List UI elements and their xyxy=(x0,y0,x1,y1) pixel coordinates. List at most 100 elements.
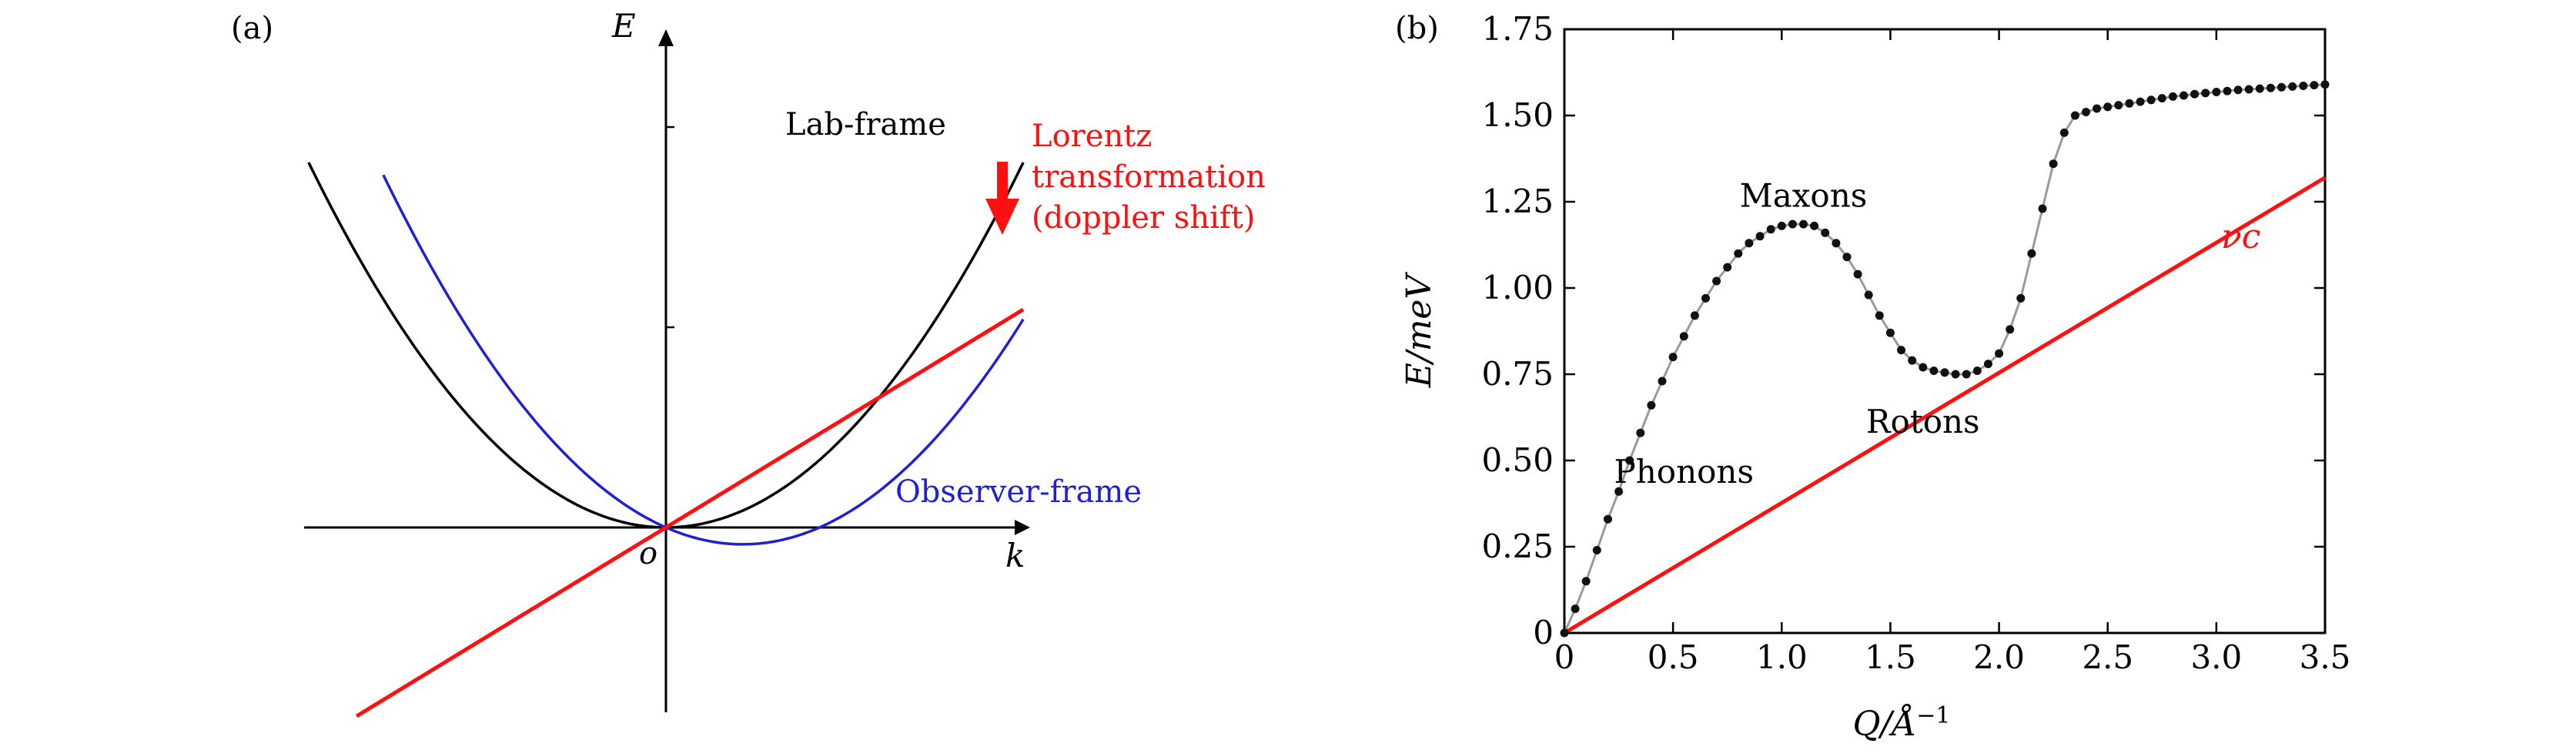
x-tick-label: 1.0 xyxy=(1756,638,1808,676)
data-point xyxy=(1658,377,1667,386)
panel-a-x-axis-arrow xyxy=(1015,520,1030,535)
data-point xyxy=(2310,81,2319,90)
data-point xyxy=(1864,290,1873,300)
data-point xyxy=(2233,85,2243,95)
data-point xyxy=(1799,219,1808,229)
data-point xyxy=(2070,111,2079,120)
data-point xyxy=(1755,232,1765,241)
data-point xyxy=(1940,368,1949,377)
data-point xyxy=(2201,89,2210,98)
data-point xyxy=(1723,263,1732,272)
series-label-lab-frame: Lab-frame xyxy=(785,107,946,142)
data-point xyxy=(2059,128,2069,137)
data-point xyxy=(1919,363,1928,372)
y-tick-label: 0.75 xyxy=(1481,355,1554,393)
data-point xyxy=(1592,546,1601,554)
data-point xyxy=(2266,83,2275,92)
data-point xyxy=(2212,88,2221,96)
data-point xyxy=(1625,456,1634,465)
x-tick-label: 0.5 xyxy=(1648,638,1699,676)
x-tick-label: 0 xyxy=(1554,638,1575,676)
y-tick-label: 1.75 xyxy=(1481,10,1554,48)
data-point xyxy=(2157,94,2166,103)
panel-a-y-axis-label: E xyxy=(611,7,636,45)
data-point xyxy=(1908,356,1917,365)
data-point xyxy=(1745,239,1754,248)
x-tick-label: 3.0 xyxy=(2190,638,2242,676)
data-point xyxy=(2146,95,2156,105)
data-point xyxy=(1560,628,1569,638)
data-point xyxy=(2136,97,2145,106)
x-tick-label: 2.5 xyxy=(2082,638,2133,676)
annotation-rotons: Rotons xyxy=(1866,403,1980,440)
panel-a-curves xyxy=(307,162,1025,718)
panel-b-series xyxy=(1560,80,2330,638)
data-point xyxy=(2223,86,2232,95)
data-point xyxy=(1614,487,1624,496)
panel-a-y-axis-arrow xyxy=(658,29,674,46)
data-point xyxy=(1777,221,1786,230)
data-point xyxy=(1734,249,1743,258)
panel-b-y-axis-label: E/meV xyxy=(1400,272,1439,389)
data-point xyxy=(2016,293,2026,303)
data-point xyxy=(2049,159,2058,169)
y-tick-label: 1.50 xyxy=(1481,96,1554,134)
data-point xyxy=(1571,604,1580,614)
data-point xyxy=(2125,99,2134,108)
y-tick-label: 1.00 xyxy=(1481,269,1554,306)
panel-b-annotations: Maxons Rotons Phonons xyxy=(1614,177,1979,491)
x-axis-label-main: Q/Å xyxy=(1853,703,1917,744)
annotation-maxons: Maxons xyxy=(1740,177,1868,215)
data-point xyxy=(1972,367,1982,375)
data-point xyxy=(1679,332,1688,341)
data-point xyxy=(1832,239,1841,248)
y-tick-label: 0 xyxy=(1533,614,1554,651)
x-tick-label: 1.5 xyxy=(1865,638,1916,676)
panel-a-x-axis-label: k xyxy=(1005,537,1025,574)
data-point xyxy=(2190,89,2200,99)
panel-a: (a) E k o Lab-frame Observer-frame Loren… xyxy=(231,7,1266,718)
x-axis-label-exponent: −1 xyxy=(1916,702,1950,729)
data-point xyxy=(2038,204,2047,213)
data-point xyxy=(2006,325,2015,334)
data-point xyxy=(2168,92,2177,101)
panel-a-label: (a) xyxy=(231,11,273,46)
data-point xyxy=(1690,311,1699,320)
data-point xyxy=(1995,349,2004,358)
data-point xyxy=(2093,104,2102,113)
down-arrow-icon-shaft xyxy=(997,162,1008,202)
data-point xyxy=(2320,80,2330,89)
data-point xyxy=(1842,253,1852,262)
panel-b-ticks: 0 0.5 1.0 1.5 2.0 2.5 3.0 3.5 0 0.25 0.50 0.75 1.00 1… xyxy=(1481,10,2350,676)
data-point xyxy=(2277,82,2286,92)
data-point xyxy=(2082,108,2090,116)
data-point xyxy=(2299,82,2308,90)
panel-b: (b) 0 0.5 1.0 1.5 2.0 2.5 3.0 3.5 0 0.25 0.50 0.75 1… xyxy=(1395,10,2350,744)
data-point xyxy=(1581,577,1591,586)
annotation-line-2: transformation xyxy=(1032,159,1266,195)
annotation-line-3: (doppler shift) xyxy=(1032,200,1255,236)
data-point xyxy=(2027,249,2036,258)
x-tick-label: 2.0 xyxy=(1973,638,2025,676)
y-tick-label: 0.50 xyxy=(1481,441,1554,479)
data-point xyxy=(1668,353,1678,362)
data-point xyxy=(1701,293,1710,303)
data-point xyxy=(1712,276,1721,286)
data-point xyxy=(1875,311,1884,320)
dispersion-curve xyxy=(1563,83,2326,634)
y-tick-label: 0.25 xyxy=(1481,527,1554,565)
data-point xyxy=(1897,346,1905,355)
panel-b-plot-frame xyxy=(1563,28,2327,634)
data-point xyxy=(1962,370,1971,379)
data-point xyxy=(1647,400,1656,410)
x-tick-label: 3.5 xyxy=(2300,638,2351,676)
nu-c-line xyxy=(1563,176,2327,635)
data-point xyxy=(1951,370,1960,379)
data-point xyxy=(1885,328,1895,337)
curve-red-line xyxy=(355,307,1025,718)
data-point xyxy=(1766,225,1775,234)
data-point xyxy=(1853,270,1862,279)
data-point xyxy=(1810,221,1819,230)
data-point xyxy=(2288,82,2297,91)
